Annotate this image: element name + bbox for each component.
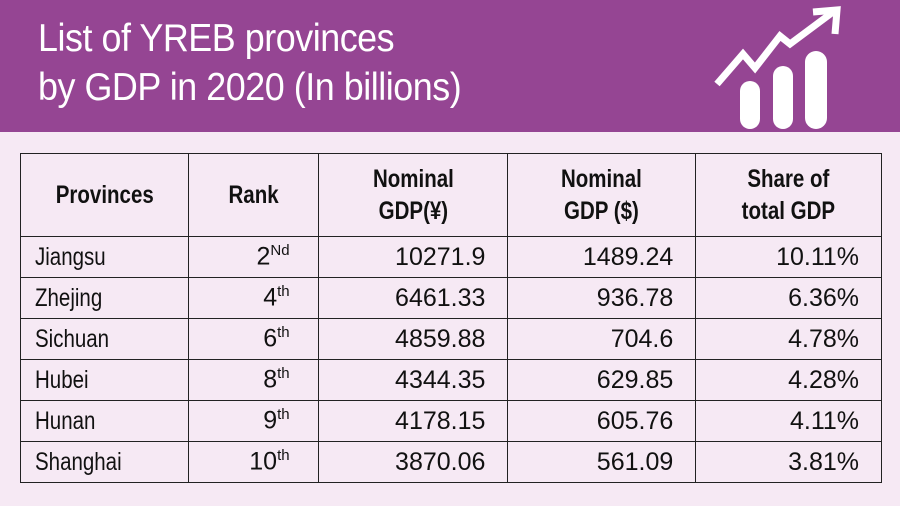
province-cell: Shanghai: [20, 441, 189, 483]
rank-cell: 9th: [187, 400, 319, 442]
table-row: Shanghai 10th 3870.06 561.09 3.81%: [20, 441, 882, 483]
table-row: Sichuan 6th 4859.88 704.6 4.78%: [20, 318, 882, 360]
column-header: Nominal GDP ($): [507, 153, 697, 237]
gdp-cny-cell: 4344.35: [317, 359, 509, 401]
column-header: Rank: [187, 153, 319, 237]
rank-cell: 6th: [187, 318, 319, 360]
rank-cell: 2Nd: [187, 236, 319, 278]
share-cell: 4.78%: [695, 318, 882, 360]
gdp-usd-cell: 629.85: [507, 359, 697, 401]
rank-cell: 10th: [187, 441, 319, 483]
province-cell: Hubei: [20, 359, 189, 401]
gdp-cny-cell: 6461.33: [317, 277, 509, 319]
gdp-cny-cell: 4859.88: [317, 318, 509, 360]
table-row: Jiangsu 2Nd 10271.9 1489.24 10.11%: [20, 236, 882, 278]
province-cell: Hunan: [20, 400, 189, 442]
gdp-usd-cell: 1489.24: [507, 236, 697, 278]
page-title: List of YREB provinces by GDP in 2020 (I…: [38, 14, 462, 112]
gdp-usd-cell: 605.76: [507, 400, 697, 442]
province-cell: Zhejing: [20, 277, 189, 319]
gdp-cny-cell: 3870.06: [317, 441, 509, 483]
growth-chart-icon: [714, 6, 841, 129]
share-cell: 6.36%: [695, 277, 882, 319]
share-cell: 4.28%: [695, 359, 882, 401]
gdp-usd-cell: 561.09: [507, 441, 697, 483]
table-header-row: Provinces Rank Nominal GDP(¥) Nominal GD…: [20, 153, 882, 237]
column-header: Nominal GDP(¥): [317, 153, 509, 237]
header-banner: List of YREB provinces by GDP in 2020 (I…: [0, 0, 900, 132]
gdp-usd-cell: 704.6: [507, 318, 697, 360]
table-row: Zhejing 4th 6461.33 936.78 6.36%: [20, 277, 882, 319]
gdp-cny-cell: 10271.9: [317, 236, 509, 278]
table-row: Hubei 8th 4344.35 629.85 4.28%: [20, 359, 882, 401]
gdp-usd-cell: 936.78: [507, 277, 697, 319]
rank-cell: 8th: [187, 359, 319, 401]
share-cell: 3.81%: [695, 441, 882, 483]
gdp-table: Provinces Rank Nominal GDP(¥) Nominal GD…: [20, 153, 882, 483]
rank-cell: 4th: [187, 277, 319, 319]
share-cell: 4.11%: [695, 400, 882, 442]
table-row: Hunan 9th 4178.15 605.76 4.11%: [20, 400, 882, 442]
title-line-1: List of YREB provinces: [38, 17, 395, 60]
share-cell: 10.11%: [695, 236, 882, 278]
province-cell: Jiangsu: [20, 236, 189, 278]
title-line-2: by GDP in 2020 (In billions): [38, 66, 462, 109]
province-cell: Sichuan: [20, 318, 189, 360]
column-header: Provinces: [20, 153, 189, 237]
column-header: Share of total GDP: [695, 153, 882, 237]
gdp-cny-cell: 4178.15: [317, 400, 509, 442]
